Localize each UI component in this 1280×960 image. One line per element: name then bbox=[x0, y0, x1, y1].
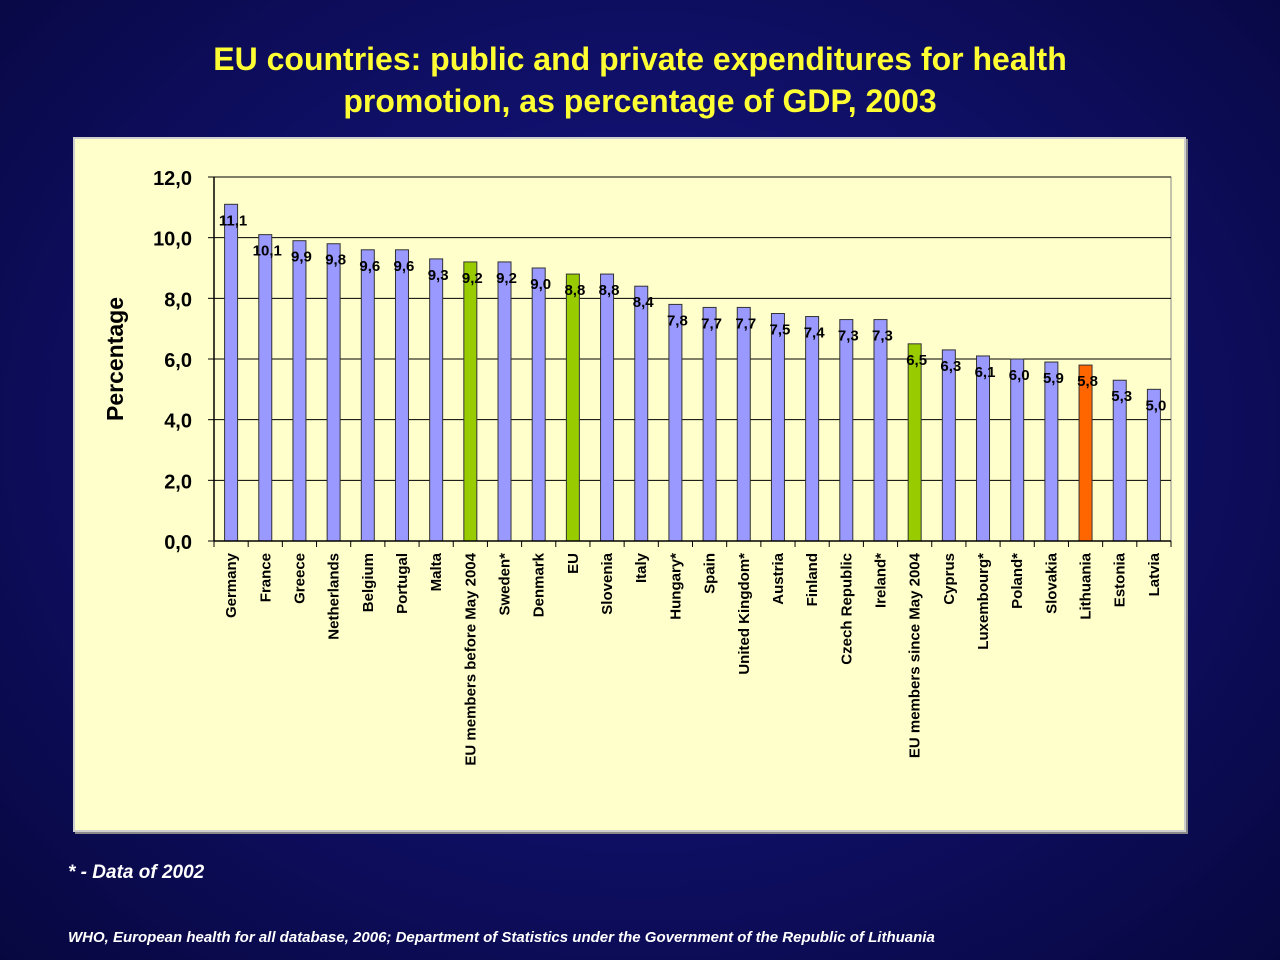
x-category-label: France bbox=[257, 553, 274, 602]
bar bbox=[873, 319, 888, 542]
y-axis-title: Percentage bbox=[102, 297, 128, 421]
x-category-label: Luxembourg* bbox=[975, 553, 992, 650]
chart-title: EU countries: public and private expendi… bbox=[0, 38, 1280, 122]
x-category-label: Estonia bbox=[1112, 552, 1129, 607]
bar-value-label: 7,7 bbox=[735, 315, 756, 332]
bar-value-label: 7,3 bbox=[838, 328, 859, 345]
bar-chart: 0,0 2,0 4,0 6,0 8,0 10,0 12,0 Percentage 11,1 Ger… bbox=[102, 168, 1172, 766]
chart-title-line-1: EU countries: public and private expendi… bbox=[213, 41, 1067, 77]
bar bbox=[394, 249, 409, 542]
x-category-label: Poland* bbox=[1009, 553, 1026, 609]
x-category-label: Austria bbox=[770, 552, 787, 604]
y-tick-label: 6,0 bbox=[164, 350, 192, 372]
bar-value-label: 9,9 bbox=[291, 249, 312, 266]
bar bbox=[224, 203, 239, 542]
bar-value-label: 9,6 bbox=[394, 258, 415, 275]
footnote: * - Data of 2002 bbox=[68, 862, 205, 883]
bar bbox=[941, 349, 956, 542]
x-category-label: Spain bbox=[702, 553, 719, 594]
chart-title-line-2: promotion, as percentage of GDP, 2003 bbox=[343, 83, 937, 119]
bar-value-label: 9,3 bbox=[428, 267, 449, 284]
bar-value-label: 7,4 bbox=[804, 325, 826, 342]
x-category-label: Greece bbox=[291, 553, 308, 604]
bar-value-label: 9,2 bbox=[496, 270, 517, 287]
bar bbox=[429, 258, 444, 542]
bar bbox=[634, 285, 649, 542]
x-category-label: Czech Republic bbox=[838, 553, 855, 665]
bar bbox=[326, 243, 341, 542]
bar bbox=[770, 313, 785, 542]
bar-value-label: 10,1 bbox=[253, 243, 282, 260]
bar bbox=[839, 319, 854, 542]
bar bbox=[497, 261, 512, 542]
bar-value-label: 5,8 bbox=[1077, 373, 1098, 390]
y-tick-label: 4,0 bbox=[164, 411, 192, 433]
bar bbox=[736, 306, 751, 542]
x-category-label: Slovenia bbox=[599, 552, 616, 614]
bar bbox=[668, 303, 683, 542]
bar-value-label: 9,6 bbox=[359, 258, 380, 275]
bar bbox=[600, 273, 615, 542]
bar bbox=[258, 234, 273, 542]
bar bbox=[1044, 361, 1059, 542]
x-category-label: Italy bbox=[633, 552, 650, 583]
x-category-label: Finland bbox=[804, 553, 821, 606]
x-category-label: Sweden* bbox=[497, 553, 514, 616]
x-category-label: Ireland* bbox=[872, 553, 889, 608]
bar bbox=[360, 249, 375, 542]
bar bbox=[805, 316, 820, 542]
bar-value-label: 6,5 bbox=[906, 352, 927, 369]
x-category-label: Malta bbox=[428, 552, 445, 591]
x-category-label: Netherlands bbox=[326, 553, 343, 640]
bar-value-label: 9,2 bbox=[462, 270, 483, 287]
x-category-label: Germany bbox=[223, 552, 240, 618]
x-category-label: Slovakia bbox=[1043, 552, 1060, 614]
bar bbox=[531, 267, 546, 542]
bar-value-label: 7,3 bbox=[872, 328, 893, 345]
bar bbox=[292, 240, 307, 542]
x-category-label: Latvia bbox=[1146, 552, 1163, 596]
x-category-label: Cyprus bbox=[941, 553, 958, 605]
bar-value-label: 6,1 bbox=[975, 364, 996, 381]
bar-value-label: 5,9 bbox=[1043, 370, 1064, 387]
x-category-label: Portugal bbox=[394, 553, 411, 614]
y-tick-label: 8,0 bbox=[164, 289, 192, 311]
x-category-label: Hungary* bbox=[667, 553, 684, 620]
x-category-label: Denmark bbox=[531, 552, 548, 617]
bar bbox=[565, 273, 580, 542]
bar-value-label: 5,3 bbox=[1111, 388, 1132, 405]
bar-value-label: 8,8 bbox=[564, 282, 585, 299]
bar-value-label: 6,0 bbox=[1009, 367, 1030, 384]
bar-value-label: 9,0 bbox=[530, 276, 551, 293]
y-tick-label: 12,0 bbox=[153, 168, 192, 190]
bar-value-label: 7,5 bbox=[770, 322, 791, 339]
bar-value-label: 5,0 bbox=[1145, 397, 1166, 414]
bar-value-label: 7,7 bbox=[701, 315, 722, 332]
bar-value-label: 8,8 bbox=[599, 282, 620, 299]
bar-value-label: 9,8 bbox=[325, 252, 346, 269]
bar-value-label: 7,8 bbox=[667, 312, 688, 329]
x-category-label: Lithuania bbox=[1078, 552, 1095, 619]
bar-value-label: 11,1 bbox=[219, 212, 247, 229]
bar bbox=[1010, 358, 1025, 542]
bar bbox=[907, 343, 922, 542]
y-tick-label: 0,0 bbox=[164, 532, 192, 554]
bar bbox=[1078, 364, 1093, 542]
x-category-label: Belgium bbox=[360, 553, 377, 612]
source-note: WHO, European health for all database, 2… bbox=[68, 929, 935, 946]
x-category-label: EU members before May 2004 bbox=[462, 552, 479, 765]
bar-value-label: 6,3 bbox=[940, 358, 961, 375]
y-tick-label: 10,0 bbox=[153, 229, 192, 251]
bar bbox=[463, 261, 478, 542]
x-category-label: EU bbox=[565, 553, 582, 574]
bar-value-label: 8,4 bbox=[633, 294, 655, 311]
x-category-label: United Kingdom* bbox=[736, 553, 753, 675]
chart-panel: 0,0 2,0 4,0 6,0 8,0 10,0 12,0 Percentage 11,1 Ger… bbox=[73, 137, 1186, 832]
bar bbox=[976, 355, 991, 542]
x-category-label: EU members since May 2004 bbox=[907, 552, 924, 758]
y-tick-label: 2,0 bbox=[164, 471, 192, 493]
bar bbox=[702, 306, 717, 542]
